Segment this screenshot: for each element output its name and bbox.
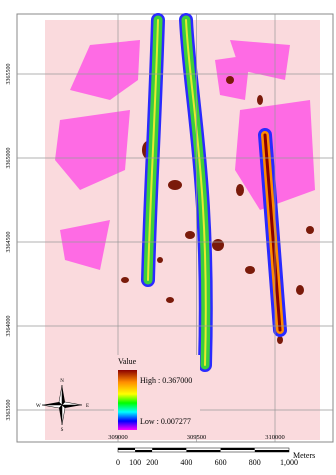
y-coordinate: 3363500 xyxy=(6,400,12,421)
compass-n: N xyxy=(60,379,64,384)
scale-unit: Meters xyxy=(293,451,315,460)
scale-segment xyxy=(118,448,135,450)
compass-e: E xyxy=(86,404,89,409)
scale-segment xyxy=(221,448,255,450)
x-coordinate: 309000 xyxy=(108,434,128,441)
x-coordinate: 310000 xyxy=(265,434,285,441)
y-coordinate: 3365500 xyxy=(6,64,12,85)
scale-segment xyxy=(255,448,289,450)
scale-segment xyxy=(135,450,152,452)
scale-segment xyxy=(152,448,186,450)
legend: Value High : 0.367000 Low : 0.007277 xyxy=(114,355,200,435)
scale-segment xyxy=(152,450,186,452)
scale-segment xyxy=(186,450,220,452)
scale-segment xyxy=(118,450,135,452)
scale-label: 800 xyxy=(249,458,261,467)
legend-low: Low : 0.007277 xyxy=(140,417,191,426)
y-coordinate: 3365000 xyxy=(6,148,12,169)
map-page: 3365500 3365000 3364500 3364000 3363500 30900… xyxy=(0,0,336,475)
scale-segment xyxy=(221,450,255,452)
scale-label: 400 xyxy=(180,458,192,467)
legend-title: Value xyxy=(118,357,137,366)
x-coordinate: 309500 xyxy=(187,434,207,441)
scale-label: 0 xyxy=(116,458,120,467)
legend-high: High : 0.367000 xyxy=(140,376,192,385)
scale-segment xyxy=(186,448,220,450)
scale-label: 200 xyxy=(146,458,158,467)
compass-s: S xyxy=(61,428,64,433)
scale-segment xyxy=(135,448,152,450)
scale-label: 600 xyxy=(215,458,227,467)
y-coordinate: 3364000 xyxy=(6,316,12,337)
y-coordinate: 3364500 xyxy=(6,232,12,253)
scale-label: 100 xyxy=(129,458,141,467)
legend-ramp xyxy=(118,370,137,430)
compass-w: W xyxy=(36,404,41,409)
scale-segment xyxy=(255,450,289,452)
